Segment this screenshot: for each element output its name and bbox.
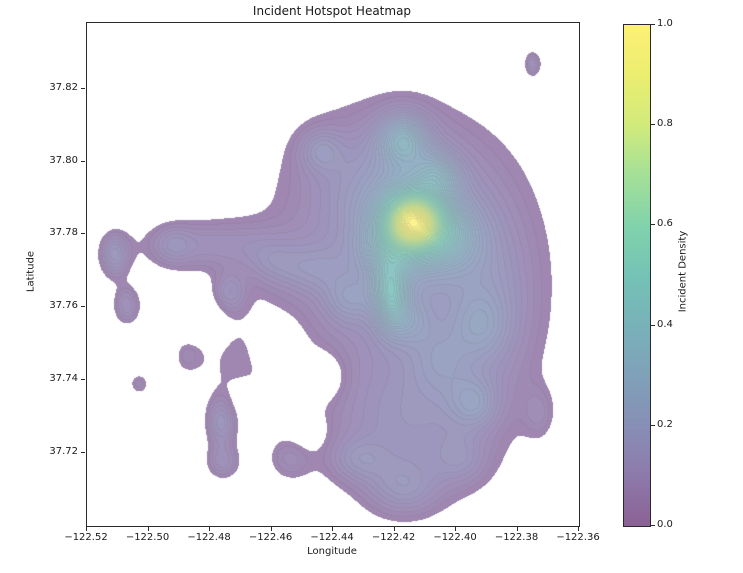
y-tick-label: 37.74 <box>49 373 78 385</box>
x-tick-label: −122.52 <box>64 532 108 543</box>
x-tick-mark <box>516 527 518 531</box>
y-tick-mark <box>81 160 85 162</box>
y-tick-mark <box>81 379 85 381</box>
density-heatmap-canvas <box>87 23 579 526</box>
x-tick-mark <box>270 527 272 531</box>
x-tick-label: −122.40 <box>433 532 477 543</box>
y-tick-mark <box>81 87 85 89</box>
colorbar-label: Incident Density <box>677 230 689 313</box>
colorbar-tick-label: 0.0 <box>657 519 673 530</box>
colorbar-tick-label: 0.8 <box>657 118 673 130</box>
colorbar-tick-mark <box>651 24 655 25</box>
x-tick-label: −122.48 <box>187 532 231 543</box>
y-tick-label: 37.80 <box>49 154 78 166</box>
colorbar-gradient-canvas <box>624 25 650 526</box>
colorbar-tick-mark <box>651 324 655 326</box>
x-axis-label: Longitude <box>307 546 357 557</box>
y-tick-label: 37.72 <box>49 446 78 458</box>
y-tick-mark <box>81 233 85 235</box>
colorbar-tick-label: 0.2 <box>657 418 673 430</box>
y-tick-mark <box>81 306 85 308</box>
colorbar <box>623 24 651 527</box>
x-tick-mark <box>578 527 579 531</box>
colorbar-tick-label: 1.0 <box>657 18 673 29</box>
x-tick-mark <box>209 527 210 531</box>
plot-area <box>86 22 580 527</box>
colorbar-tick-mark <box>651 124 655 126</box>
x-tick-label: −122.36 <box>556 532 600 543</box>
colorbar-tick-mark <box>651 224 655 226</box>
x-tick-label: −122.42 <box>371 532 416 543</box>
x-tick-label: −122.50 <box>125 532 170 543</box>
x-tick-mark <box>332 527 333 531</box>
y-tick-label: 37.78 <box>49 227 78 239</box>
x-tick-label: −122.38 <box>494 532 539 543</box>
x-tick-mark <box>147 527 149 531</box>
x-tick-mark <box>455 527 456 531</box>
chart-title: Incident Hotspot Heatmap <box>252 4 412 18</box>
x-tick-label: −122.44 <box>310 532 354 543</box>
y-tick-mark <box>81 452 85 454</box>
colorbar-tick-label: 0.6 <box>657 218 673 230</box>
y-tick-label: 37.82 <box>49 81 78 93</box>
colorbar-tick-label: 0.4 <box>657 318 673 330</box>
y-tick-label: 37.76 <box>49 300 78 312</box>
colorbar-tick-mark <box>651 424 655 426</box>
x-tick-mark <box>86 527 87 531</box>
colorbar-tick-mark <box>651 525 655 526</box>
x-tick-label: −122.46 <box>248 532 293 543</box>
x-tick-mark <box>393 527 395 531</box>
